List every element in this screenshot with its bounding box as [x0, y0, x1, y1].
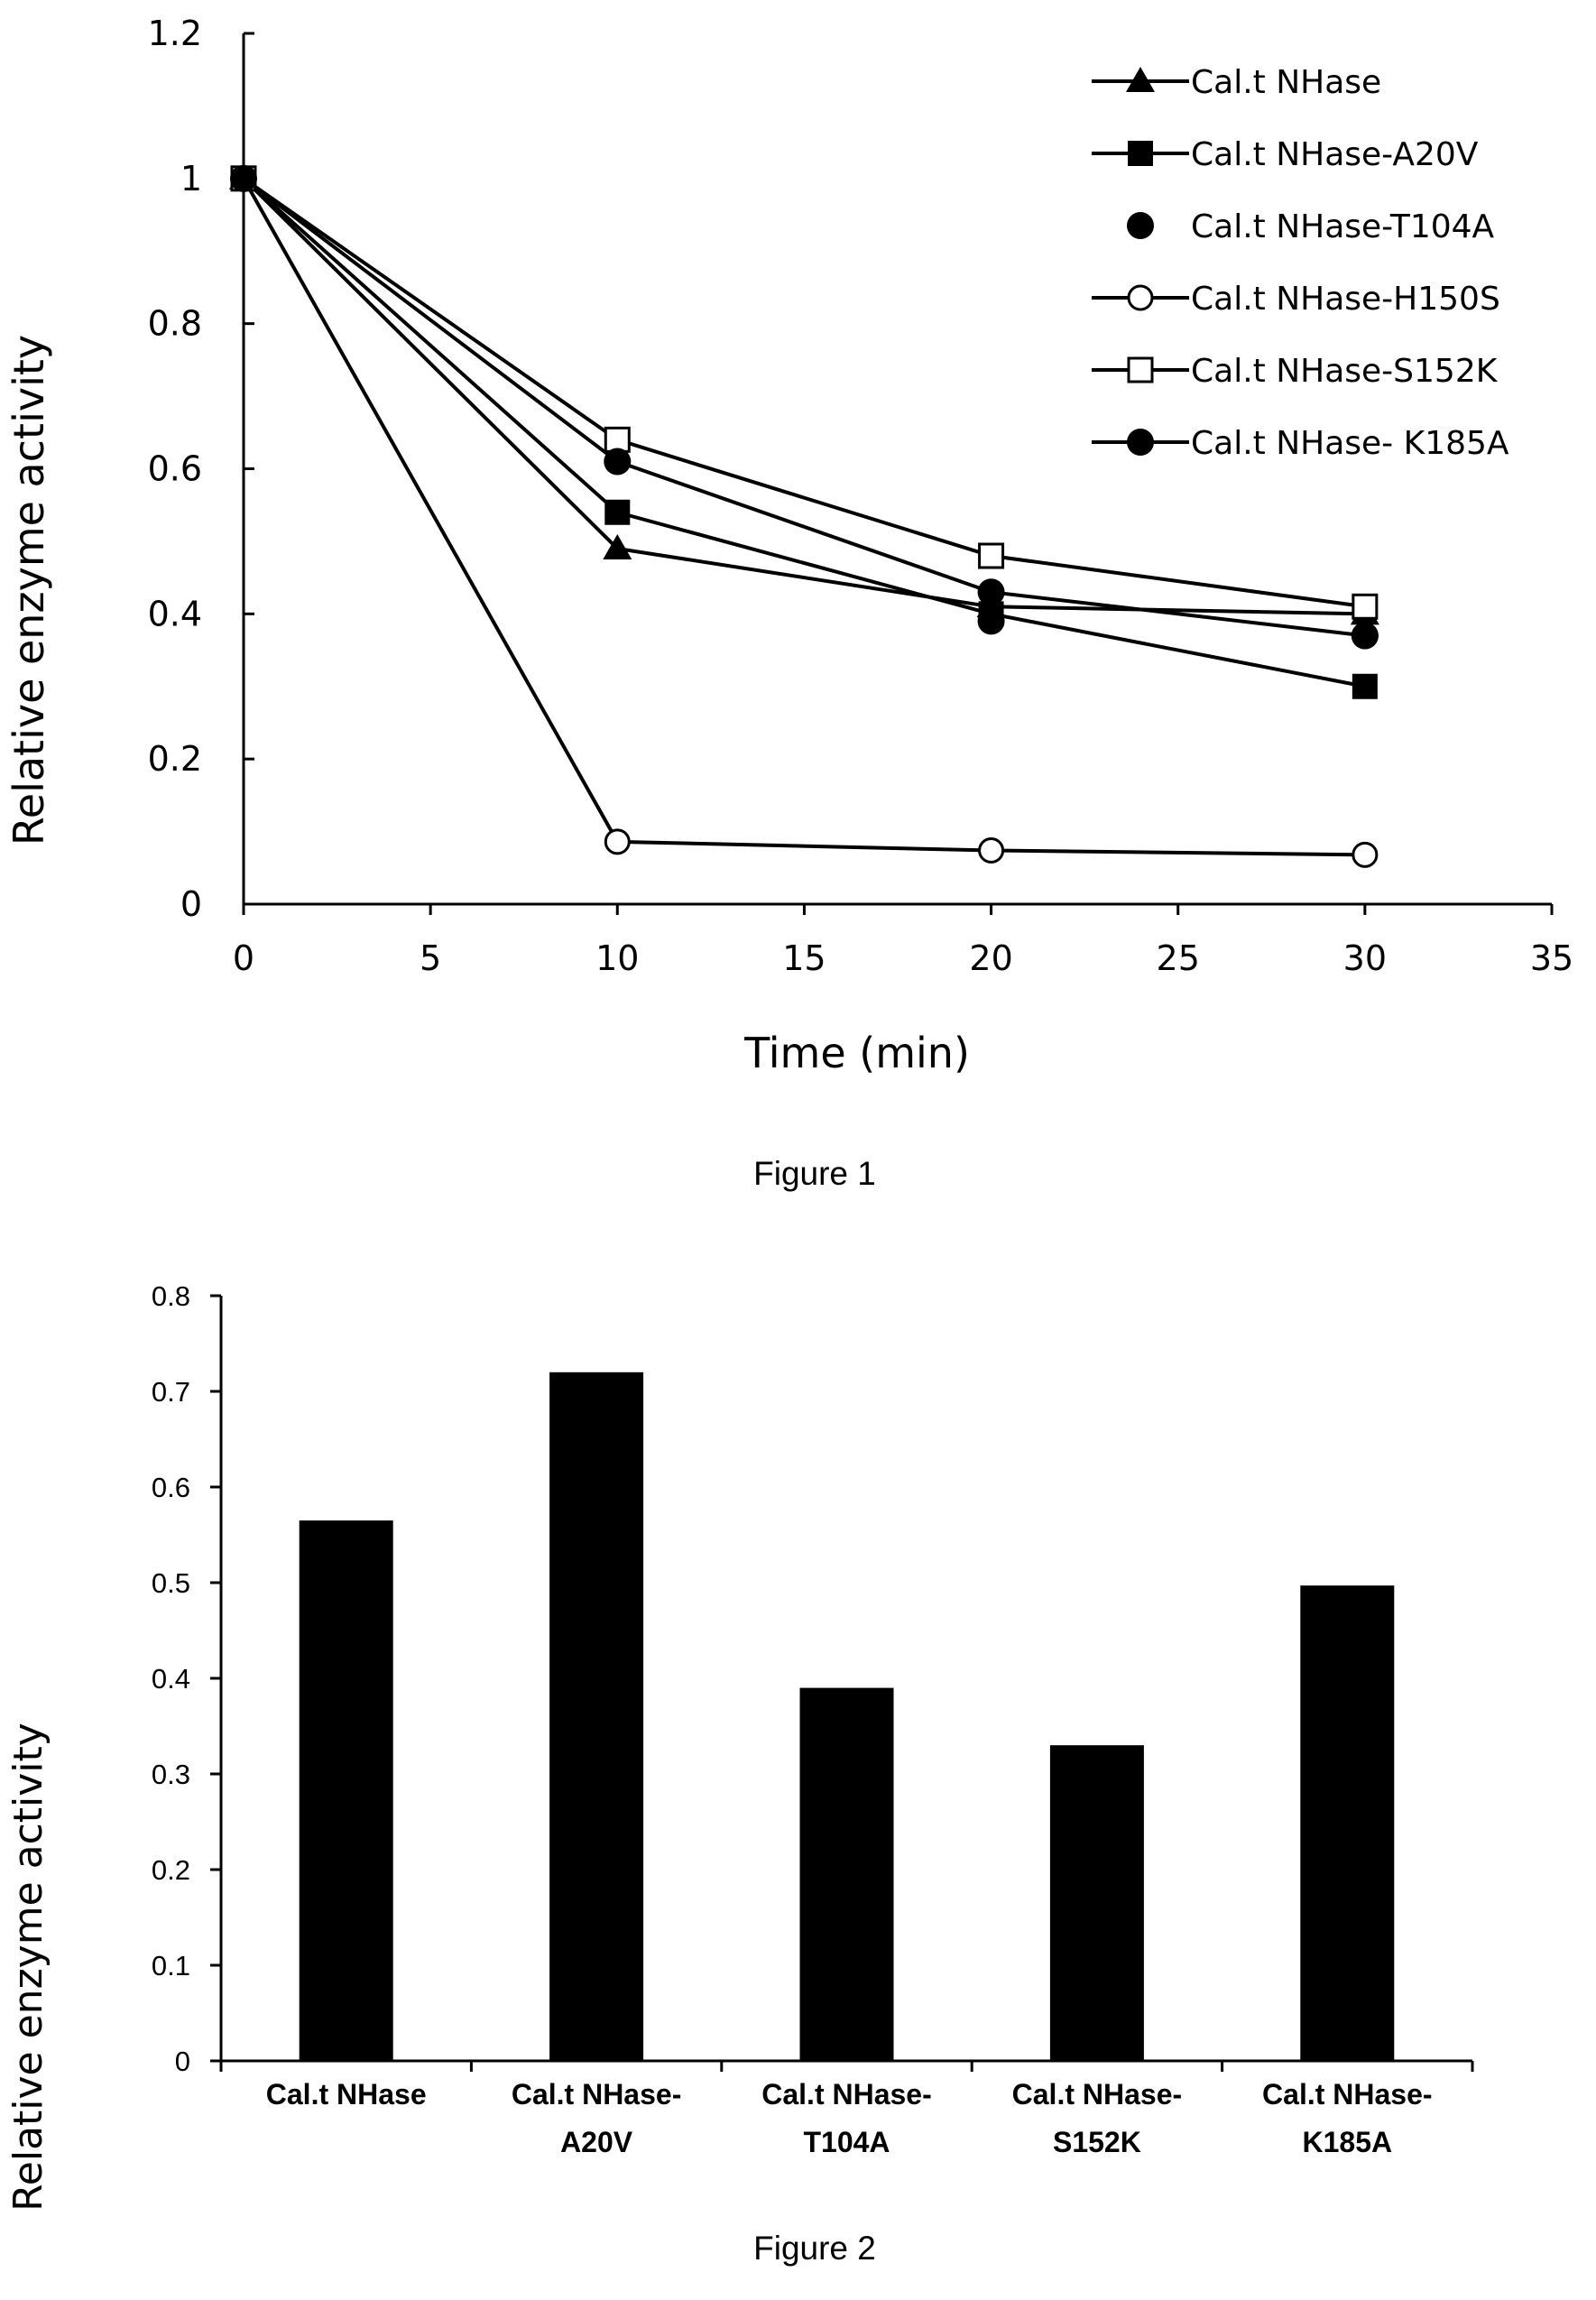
y-tick-label: 0.2 [148, 739, 202, 779]
legend-item-cal-t-nhase: Cal.t NHase [1092, 64, 1381, 101]
data-point [604, 828, 631, 855]
series-cal-t-nhase-t104a [977, 607, 1379, 650]
y-tick-label: 0.7 [152, 1376, 190, 1408]
legend-marker [1128, 141, 1153, 166]
bar-cal-t-nhase-k185a [1300, 1585, 1395, 2061]
x-tick-label: 20 [969, 938, 1012, 978]
data-point [603, 533, 632, 559]
y-tick-label: 0.3 [152, 1759, 190, 1790]
legend-label: Cal.t NHase-S152K [1191, 353, 1499, 390]
data-point [604, 499, 631, 525]
figure-2-y-axis-label: Relative enzyme activity [5, 1723, 51, 2212]
legend-item-cal-t-nhase-s152k: Cal.t NHase-S152K [1092, 353, 1499, 390]
legend-label: Cal.t NHase- K185A [1191, 425, 1509, 462]
x-tick-label: 25 [1157, 938, 1200, 978]
category-label: K185A [1302, 2126, 1392, 2158]
y-tick-label: 0 [175, 2046, 190, 2077]
bar-cal-t-nhase-a20v [549, 1372, 644, 2061]
y-tick-label: 1 [180, 159, 202, 199]
y-tick-label: 0.1 [152, 1950, 190, 1981]
y-tick-label: 1.2 [148, 14, 202, 53]
series-line-cal-t-nhase-a20v [242, 177, 1366, 688]
bar-cal-t-nhase [299, 1520, 393, 2061]
series-line-cal-t-nhase-h150s [242, 177, 1365, 857]
y-tick-label: 0.8 [148, 304, 202, 344]
category-label: T104A [803, 2126, 890, 2158]
bar-cal-t-nhase-t104a [799, 1687, 894, 2061]
category-label: Cal.t NHase- [1012, 2078, 1183, 2111]
legend-item-cal-t-nhase-h150s: Cal.t NHase-H150S [1092, 281, 1500, 318]
figure-2-bars: Cal.t NHase Cal.t NHase- A20V Cal.t NHase- T… [266, 1372, 1433, 2158]
y-tick-label: 0.8 [152, 1280, 190, 1312]
x-tick-label: 30 [1343, 938, 1387, 978]
legend-marker [1126, 67, 1155, 92]
data-point [1351, 622, 1379, 650]
category-label: S152K [1053, 2126, 1141, 2158]
category-label: Cal.t NHase- [761, 2078, 932, 2111]
x-tick-label: 10 [595, 938, 639, 978]
category-label: A20V [560, 2126, 633, 2158]
legend-label: Cal.t NHase-A20V [1191, 136, 1479, 173]
legend-item-cal-t-nhase-t104a: Cal.t NHase-T104A [1127, 208, 1495, 245]
data-point [604, 448, 632, 476]
category-label: Cal.t NHase- [512, 2078, 682, 2111]
figure-1-series [229, 163, 1379, 868]
figure-1-caption: Figure 1 [753, 1155, 876, 1192]
legend-marker [1127, 356, 1154, 383]
data-point [978, 836, 1005, 864]
figure-1-legend: Cal.t NHase Cal.t NHase-A20V Cal.t NHase-T… [1092, 64, 1509, 462]
legend-label: Cal.t NHase-H150S [1191, 281, 1500, 318]
data-point [977, 578, 1005, 606]
y-tick-label: 0.2 [152, 1854, 190, 1886]
data-point [604, 426, 631, 453]
figure-1-y-axis-label: Relative enzyme activity [5, 335, 53, 845]
figure-2-axes: 0 0.1 0.2 0.3 0.4 0.5 0.6 0.7 0.8 [152, 1280, 1474, 2077]
y-tick-label: 0.4 [148, 594, 202, 633]
x-tick-label: 15 [782, 938, 826, 978]
legend-item-cal-t-nhase-k185a: Cal.t NHase- K185A [1092, 425, 1509, 462]
legend-label: Cal.t NHase [1191, 64, 1381, 101]
figure-1-axes: 0 5 10 15 20 25 30 35 0 0.2 0.4 0.6 0.8 1 1.2 [148, 14, 1574, 978]
legend-item-cal-t-nhase-a20v: Cal.t NHase-A20V [1092, 136, 1479, 173]
y-tick-label: 0.6 [152, 1472, 190, 1503]
y-tick-label: 0.4 [152, 1663, 190, 1695]
x-tick-label: 0 [233, 938, 254, 978]
legend-label: Cal.t NHase-T104A [1191, 208, 1495, 245]
legend-marker [1127, 429, 1154, 456]
data-point [1352, 593, 1379, 620]
data-point [230, 164, 257, 192]
figure-2-caption: Figure 2 [753, 2230, 876, 2267]
data-point [978, 542, 1005, 569]
category-label: Cal.t NHase [266, 2078, 427, 2111]
data-point [977, 607, 1005, 635]
legend-marker [1127, 212, 1154, 239]
series-line-cal-t-nhase-s152k [242, 177, 1366, 609]
x-tick-label: 5 [420, 938, 441, 978]
series-cal-t-nhase-h150s [230, 165, 1379, 868]
figure-1-x-axis-label: Time (min) [743, 1029, 970, 1077]
figure-2-bar-chart: 00.10.20.30.40.50.60.70.8 Cal.t NHase Cal… [5, 1280, 1474, 2267]
data-point [1352, 673, 1378, 699]
data-point [1352, 841, 1379, 868]
y-tick-label: 0 [180, 884, 202, 924]
y-tick-label: 0.5 [152, 1567, 190, 1599]
figure-1-line-chart: 0 5 10 15 20 25 30 35 0 0.2 0.4 0.6 0.8 1 1.2 Cal.t NH… [5, 14, 1574, 1192]
x-tick-label: 35 [1530, 938, 1573, 978]
series-line-cal-t-nhase-k185a [242, 177, 1366, 638]
series-line-cal-t-nhase [242, 177, 1365, 616]
bar-cal-t-nhase-s152k [1049, 1745, 1144, 2061]
category-label: Cal.t NHase- [1262, 2078, 1433, 2111]
y-tick-label: 0.6 [148, 449, 202, 489]
legend-marker [1127, 284, 1154, 311]
